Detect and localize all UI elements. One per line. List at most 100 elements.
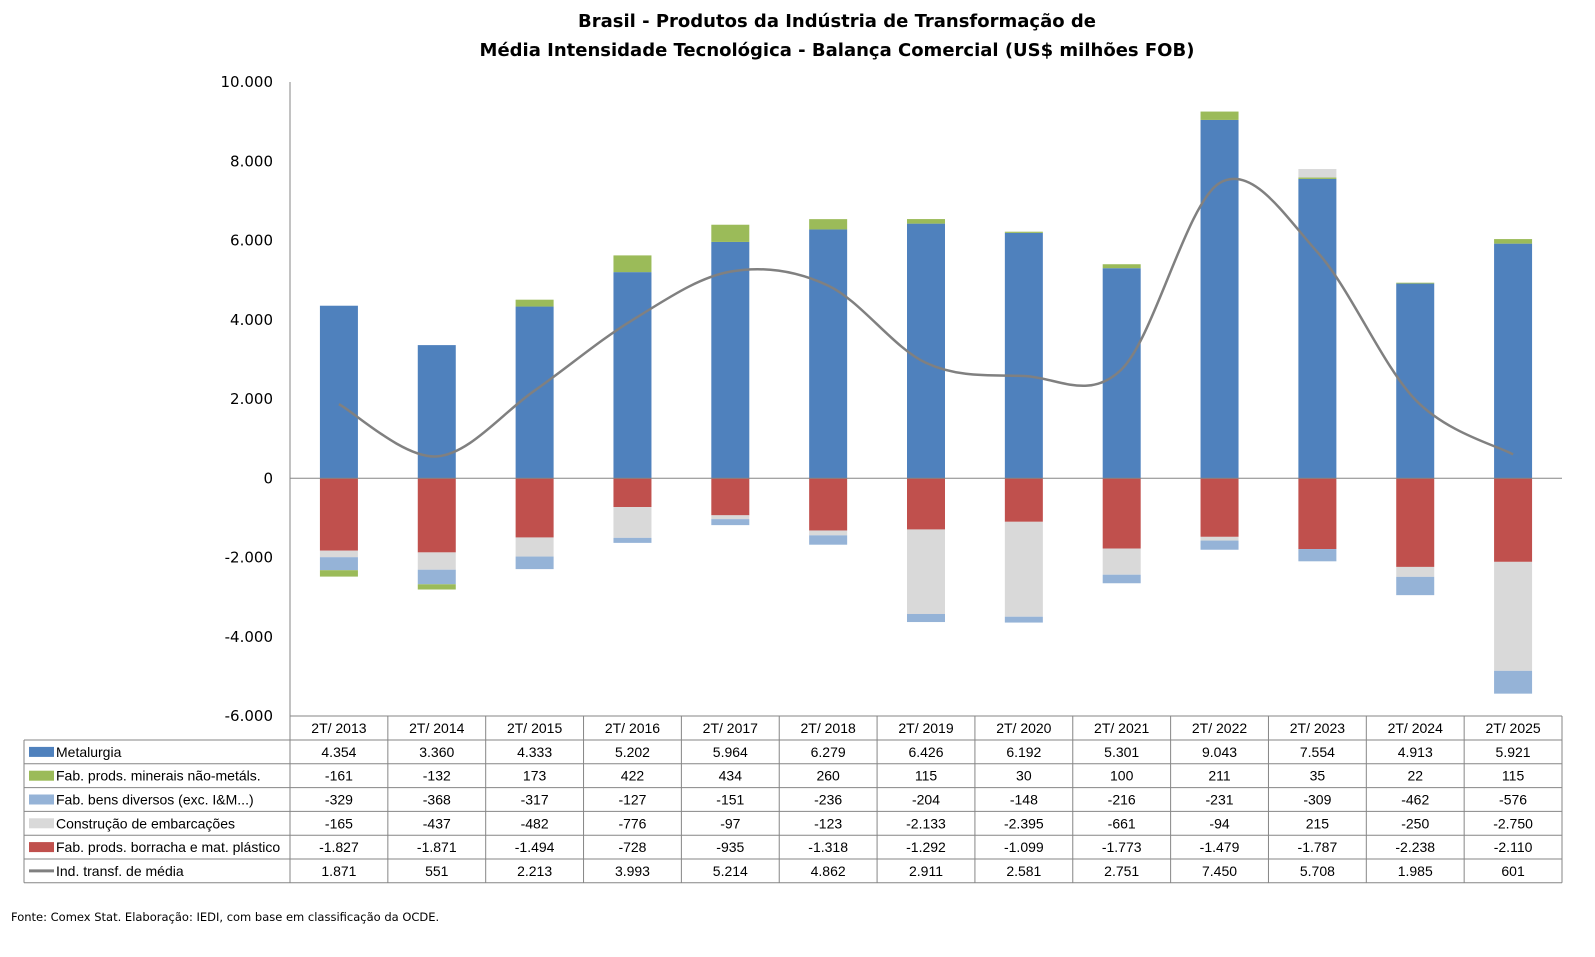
data-table-cell: -123 xyxy=(814,815,842,831)
legend-key-swatch xyxy=(29,746,54,757)
y-tick-label: 0 xyxy=(263,469,273,487)
data-table-cell: 100 xyxy=(1110,768,1134,784)
bar-segment xyxy=(1396,566,1435,577)
bar-segment xyxy=(1200,478,1239,537)
data-table-cell: -728 xyxy=(618,839,646,855)
bar-segment xyxy=(1004,232,1043,479)
data-table-cell: -127 xyxy=(618,792,646,808)
data-table-cell: -1.773 xyxy=(1102,839,1142,855)
data-table-cell: -368 xyxy=(423,792,451,808)
data-table-cell: 601 xyxy=(1501,863,1525,879)
data-table-cell: -776 xyxy=(618,815,646,831)
bar-segment xyxy=(1102,574,1141,584)
data-table-cell: -576 xyxy=(1499,792,1527,808)
source-footnote: Fonte: Comex Stat. Elaboração: IEDI, com… xyxy=(11,910,439,924)
data-table-cell: 6.426 xyxy=(908,744,943,760)
legend-key-swatch xyxy=(29,794,54,805)
bar-segment xyxy=(907,223,945,479)
x-category-label: 2T/ 2023 xyxy=(1290,720,1345,736)
data-table-cell: -94 xyxy=(1209,815,1229,831)
bar-segment xyxy=(1494,239,1533,244)
data-table-cell: 2.751 xyxy=(1104,863,1139,879)
data-table-cell: 6.192 xyxy=(1006,744,1041,760)
x-category-label: 2T/ 2013 xyxy=(311,720,366,736)
data-table: 2T/ 2013 2T/ 2014 2T/ 2015 2T/ 2016 2T/ 2017… xyxy=(23,715,1563,884)
bar-segment xyxy=(1200,111,1239,120)
x-category-label: 2T/ 2017 xyxy=(703,720,758,736)
data-table-cell: -165 xyxy=(325,815,353,831)
data-table-cell: 5.301 xyxy=(1104,744,1139,760)
data-table-cell: -132 xyxy=(423,768,451,784)
data-table-cell: -2.133 xyxy=(906,815,946,831)
x-category-label: 2T/ 2024 xyxy=(1388,720,1443,736)
data-table-cell: -317 xyxy=(521,792,549,808)
data-table-cell: 3.993 xyxy=(615,863,650,879)
data-table-cell: 5.202 xyxy=(615,744,650,760)
bar-segment xyxy=(417,345,456,479)
data-table-cell: -482 xyxy=(521,815,549,831)
y-tick-label: 10.000 xyxy=(221,73,274,91)
data-table-cell: -204 xyxy=(912,792,940,808)
data-table-cell: 5.214 xyxy=(713,863,748,879)
series-line-total xyxy=(338,177,1514,458)
bar-segment xyxy=(1396,282,1435,284)
data-table-cell: -97 xyxy=(720,815,740,831)
data-table-cell: -462 xyxy=(1401,792,1429,808)
legend-label: Fab. bens diversos (exc. I&M...) xyxy=(56,792,254,808)
bar-segment xyxy=(1298,178,1337,479)
data-table-cell: -151 xyxy=(716,792,744,808)
bar-segment xyxy=(907,478,945,530)
bar-segment xyxy=(515,537,554,557)
bar-segment xyxy=(319,305,358,479)
bar-segment xyxy=(1298,177,1337,179)
data-table-cell: 7.554 xyxy=(1300,744,1335,760)
legend-label: Ind. transf. de média xyxy=(56,863,184,879)
data-table-cell: 2.581 xyxy=(1006,863,1041,879)
data-table-cell: -1.827 xyxy=(319,839,359,855)
data-table-cell: 434 xyxy=(719,768,743,784)
bar-segment xyxy=(515,556,554,570)
bar-segment xyxy=(613,272,652,479)
data-table-cell: 1.871 xyxy=(321,863,356,879)
legend-label: Fab. prods. borracha e mat. plástico xyxy=(56,839,280,855)
bar-segment xyxy=(711,515,750,520)
legend-key-swatch xyxy=(29,842,54,853)
data-table-cell: -2.110 xyxy=(1494,839,1533,855)
bar-segment xyxy=(907,219,945,224)
bar-segment xyxy=(319,550,358,558)
data-table-cell: 5.921 xyxy=(1496,744,1531,760)
bar-segment xyxy=(809,478,848,531)
data-table-cell: 4.862 xyxy=(811,863,846,879)
data-table-cell: -309 xyxy=(1303,792,1331,808)
data-table-cell: 4.333 xyxy=(517,744,552,760)
legend-label: Metalurgia xyxy=(56,744,122,760)
data-table-cell: 115 xyxy=(1502,768,1525,784)
data-table-cell: -1.099 xyxy=(1004,839,1044,855)
legend-label: Construção de embarcações xyxy=(56,815,235,831)
y-tick-label: 8.000 xyxy=(230,152,273,170)
bar-segment xyxy=(613,507,652,538)
data-table-cell: 35 xyxy=(1310,768,1326,784)
y-tick-label: 2.000 xyxy=(230,390,273,408)
bar-segment xyxy=(1396,576,1435,596)
chart-title-line-2: Média Intensidade Tecnológica - Balança … xyxy=(480,40,1195,61)
bar-segment xyxy=(613,255,652,273)
bar-segment xyxy=(1200,119,1239,479)
data-table-cell: -2.395 xyxy=(1004,815,1044,831)
data-table-cell: 7.450 xyxy=(1202,863,1237,879)
bar-segment xyxy=(417,478,456,553)
data-table-cell: -1.871 xyxy=(417,839,457,855)
data-table-cell: -1.292 xyxy=(906,839,946,855)
bar-segment xyxy=(809,229,848,479)
data-table-cell: 9.043 xyxy=(1202,744,1237,760)
data-table-cell: 6.279 xyxy=(811,744,846,760)
bar-segment xyxy=(1298,549,1337,562)
data-table-cell: 22 xyxy=(1407,768,1423,784)
data-table-cell: -329 xyxy=(325,792,353,808)
data-table-cell: 260 xyxy=(816,768,840,784)
bar-segment xyxy=(1396,478,1435,567)
data-table-cell: -148 xyxy=(1010,792,1038,808)
data-table-cell: -1.479 xyxy=(1200,839,1240,855)
data-table-cell: 4.354 xyxy=(321,744,356,760)
